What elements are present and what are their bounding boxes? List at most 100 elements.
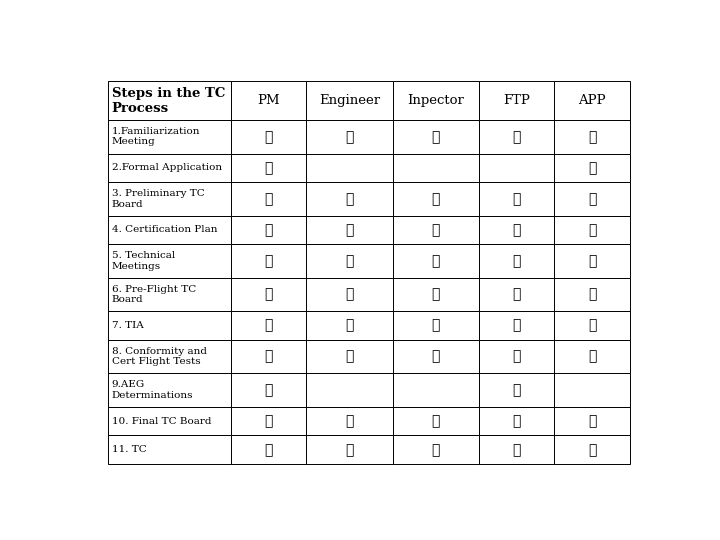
Text: FTP: FTP (503, 94, 530, 107)
Text: ✓: ✓ (264, 349, 273, 363)
Text: ✓: ✓ (513, 414, 521, 428)
Text: Engineer: Engineer (319, 94, 380, 107)
Bar (108, 153, 230, 182)
Bar (108, 407, 230, 435)
Text: ✓: ✓ (264, 223, 273, 237)
Bar (479, 244, 554, 278)
Bar (108, 120, 230, 153)
Text: PM: PM (257, 94, 280, 107)
Bar (554, 407, 630, 435)
Text: 3. Preliminary TC
Board: 3. Preliminary TC Board (112, 189, 204, 208)
Text: ✓: ✓ (513, 443, 521, 457)
Bar (479, 278, 554, 311)
Bar (108, 215, 230, 244)
Bar (306, 311, 392, 340)
Text: ✓: ✓ (588, 161, 596, 175)
Bar (554, 278, 630, 311)
Text: ✓: ✓ (513, 349, 521, 363)
Text: ✓: ✓ (588, 443, 596, 457)
Text: 5. Technical
Meetings: 5. Technical Meetings (112, 251, 175, 271)
Bar (108, 244, 230, 278)
Bar (306, 244, 392, 278)
Bar (479, 120, 554, 153)
Text: ✓: ✓ (264, 443, 273, 457)
Bar (554, 215, 630, 244)
Text: ✓: ✓ (588, 130, 596, 144)
Text: ✓: ✓ (588, 319, 596, 333)
Bar (306, 120, 392, 153)
Bar (554, 153, 630, 182)
Bar (108, 82, 230, 120)
Bar (392, 153, 479, 182)
Bar (392, 244, 479, 278)
Bar (479, 153, 554, 182)
Text: ✓: ✓ (513, 319, 521, 333)
Text: ✓: ✓ (431, 414, 440, 428)
Bar (554, 182, 630, 215)
Text: ✓: ✓ (345, 192, 354, 206)
Bar (306, 153, 392, 182)
Bar (392, 215, 479, 244)
Bar (108, 311, 230, 340)
Bar (230, 373, 306, 407)
Bar (479, 373, 554, 407)
Bar (392, 82, 479, 120)
Bar (230, 82, 306, 120)
Text: ✓: ✓ (345, 130, 354, 144)
Text: ✓: ✓ (345, 349, 354, 363)
Bar (479, 340, 554, 373)
Text: 2.Formal Application: 2.Formal Application (112, 163, 222, 172)
Text: APP: APP (578, 94, 606, 107)
Bar (230, 120, 306, 153)
Text: ✓: ✓ (588, 414, 596, 428)
Bar (392, 311, 479, 340)
Bar (230, 215, 306, 244)
Text: ✓: ✓ (345, 414, 354, 428)
Bar (392, 340, 479, 373)
Bar (306, 82, 392, 120)
Bar (230, 407, 306, 435)
Bar (230, 153, 306, 182)
Text: ✓: ✓ (431, 319, 440, 333)
Bar (392, 435, 479, 464)
Text: ✓: ✓ (431, 223, 440, 237)
Bar (554, 435, 630, 464)
Bar (479, 215, 554, 244)
Text: ✓: ✓ (513, 192, 521, 206)
Bar (306, 278, 392, 311)
Text: ✓: ✓ (264, 287, 273, 301)
Bar (479, 407, 554, 435)
Text: Steps in the TC
Process: Steps in the TC Process (112, 87, 225, 114)
Text: ✓: ✓ (513, 287, 521, 301)
Bar (306, 182, 392, 215)
Text: ✓: ✓ (431, 443, 440, 457)
Bar (479, 435, 554, 464)
Bar (554, 82, 630, 120)
Text: ✓: ✓ (264, 192, 273, 206)
Bar (230, 278, 306, 311)
Bar (392, 120, 479, 153)
Text: ✓: ✓ (431, 192, 440, 206)
Bar (306, 435, 392, 464)
Text: ✓: ✓ (264, 414, 273, 428)
Bar (554, 244, 630, 278)
Text: ✓: ✓ (264, 161, 273, 175)
Text: ✓: ✓ (264, 130, 273, 144)
Bar (479, 82, 554, 120)
Text: 10. Final TC Board: 10. Final TC Board (112, 417, 211, 426)
Bar (479, 182, 554, 215)
Bar (306, 407, 392, 435)
Bar (108, 435, 230, 464)
Text: ✓: ✓ (431, 349, 440, 363)
Bar (554, 120, 630, 153)
Text: ✓: ✓ (345, 254, 354, 268)
Bar (306, 215, 392, 244)
Text: 11. TC: 11. TC (112, 445, 146, 454)
Bar (230, 435, 306, 464)
Text: 8. Conformity and
Cert Flight Tests: 8. Conformity and Cert Flight Tests (112, 347, 207, 366)
Bar (108, 278, 230, 311)
Bar (230, 182, 306, 215)
Bar (306, 373, 392, 407)
Text: ✓: ✓ (513, 383, 521, 397)
Bar (306, 340, 392, 373)
